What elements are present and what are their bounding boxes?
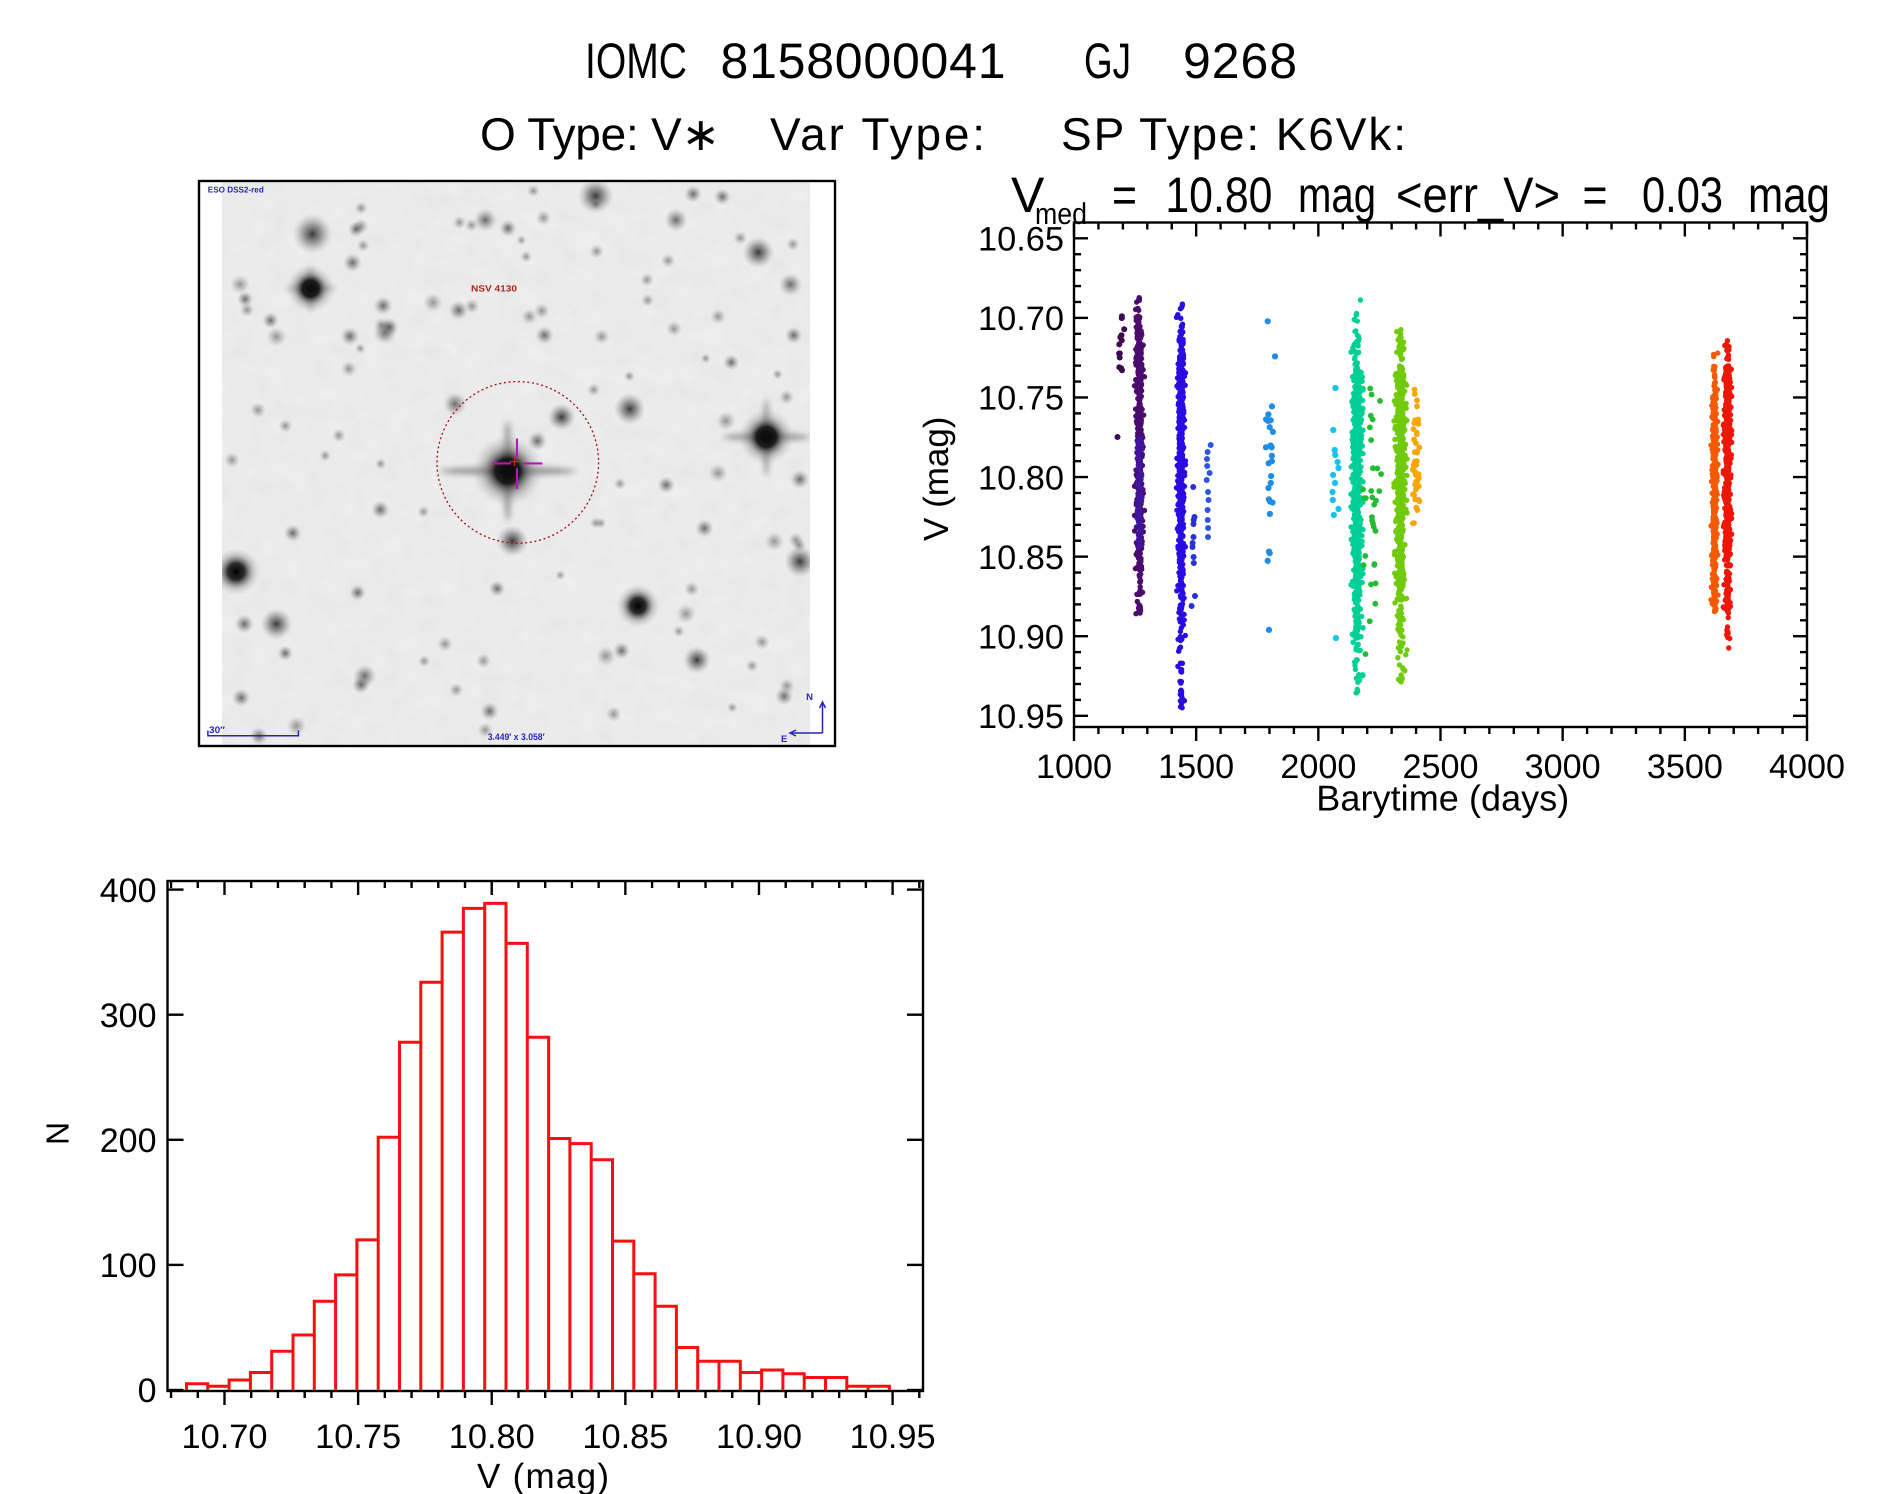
- svg-text:9268: 9268: [1183, 33, 1297, 89]
- svg-text:10.80: 10.80: [449, 1418, 535, 1456]
- svg-text:<err_V>: <err_V>: [1396, 167, 1560, 223]
- svg-text:10.65: 10.65: [978, 221, 1064, 259]
- svg-text:10.85: 10.85: [582, 1418, 668, 1456]
- svg-text:3500: 3500: [1647, 748, 1723, 786]
- svg-text:10.80: 10.80: [1165, 167, 1272, 223]
- svg-text:30″: 30″: [209, 725, 225, 736]
- svg-text:N: N: [40, 1122, 76, 1145]
- svg-text:10.80: 10.80: [978, 459, 1064, 497]
- svg-text:1500: 1500: [1158, 748, 1234, 786]
- svg-text:3.449′ x 3.058′: 3.449′ x 3.058′: [488, 732, 546, 743]
- svg-text:8158000041: 8158000041: [721, 33, 1006, 89]
- svg-text:4000: 4000: [1769, 748, 1845, 786]
- svg-text:300: 300: [100, 997, 157, 1035]
- svg-text:=: =: [1112, 167, 1137, 223]
- svg-text:2000: 2000: [1280, 748, 1356, 786]
- svg-text:10.75: 10.75: [315, 1418, 401, 1456]
- svg-text:Barytime (days): Barytime (days): [1316, 778, 1569, 819]
- svg-text:N: N: [806, 692, 813, 703]
- svg-text:10.95: 10.95: [850, 1418, 936, 1456]
- svg-text:10.95: 10.95: [978, 698, 1064, 736]
- svg-text:IOMC: IOMC: [585, 33, 687, 89]
- svg-text:3000: 3000: [1525, 748, 1601, 786]
- svg-text:=: =: [1583, 167, 1608, 223]
- svg-text:10.90: 10.90: [716, 1418, 802, 1456]
- svg-text:ESO DSS2-red: ESO DSS2-red: [208, 185, 264, 195]
- svg-text:GJ: GJ: [1084, 33, 1131, 89]
- svg-text:V (mag): V (mag): [917, 417, 956, 541]
- svg-text:med: med: [1035, 198, 1087, 231]
- svg-text:mag: mag: [1298, 167, 1376, 223]
- svg-text:SP Type: K6Vk:: SP Type: K6Vk:: [1061, 108, 1406, 160]
- svg-text:1000: 1000: [1036, 748, 1112, 786]
- svg-text:0.03: 0.03: [1642, 167, 1723, 223]
- svg-text:200: 200: [100, 1122, 157, 1160]
- svg-text:10.70: 10.70: [182, 1418, 268, 1456]
- svg-text:mag: mag: [1748, 167, 1830, 223]
- svg-text:Var Type:: Var Type:: [770, 108, 985, 160]
- svg-text:2500: 2500: [1403, 748, 1479, 786]
- svg-text:V (mag): V (mag): [477, 1457, 609, 1494]
- svg-text:10.85: 10.85: [978, 539, 1064, 577]
- svg-text:400: 400: [100, 872, 157, 910]
- svg-text:100: 100: [100, 1247, 157, 1285]
- svg-text:E: E: [781, 734, 787, 745]
- svg-text:O Type: V∗: O Type: V∗: [480, 108, 720, 160]
- svg-text:10.90: 10.90: [978, 618, 1064, 656]
- svg-text:10.70: 10.70: [978, 300, 1064, 338]
- svg-text:10.75: 10.75: [978, 380, 1064, 418]
- svg-text:V: V: [1011, 167, 1045, 223]
- svg-text:0: 0: [138, 1372, 157, 1410]
- svg-text:NSV 4130: NSV 4130: [471, 284, 517, 294]
